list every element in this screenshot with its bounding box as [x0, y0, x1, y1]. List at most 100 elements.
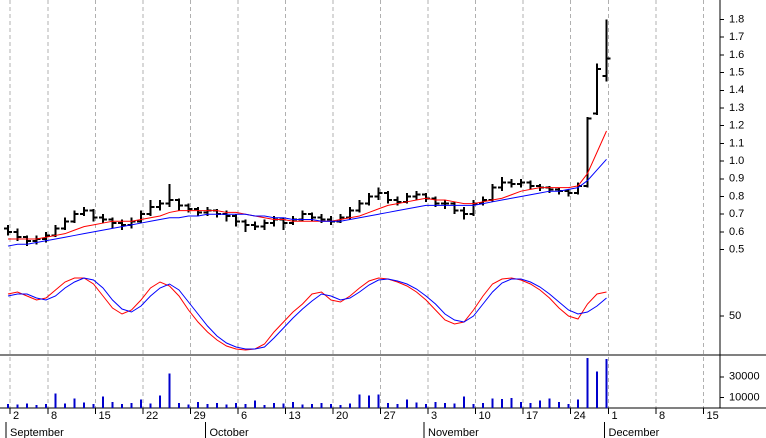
- month-label: November: [428, 427, 479, 438]
- x-tick-label: 20: [336, 410, 348, 422]
- volume-bar: [529, 402, 532, 408]
- volume-bar: [434, 401, 437, 408]
- volume-bar: [444, 402, 446, 408]
- volume-bar: [301, 404, 304, 408]
- volume-bar: [377, 394, 380, 408]
- volume-bar: [339, 404, 342, 408]
- volume-bar: [197, 401, 199, 408]
- volume-bar: [491, 398, 494, 408]
- x-tick-label: 24: [574, 410, 586, 422]
- volume-bar: [7, 403, 9, 408]
- volume-bar: [26, 403, 28, 408]
- volume-bar: [406, 399, 408, 408]
- volume-bar: [178, 402, 180, 408]
- x-tick-label: 6: [241, 410, 247, 422]
- y-tick-label: 0.5: [729, 244, 744, 256]
- x-tick-label: 3: [431, 410, 437, 422]
- volume-bar: [73, 398, 76, 408]
- volume-bar: [254, 400, 256, 408]
- y-tick-label: 0.7: [729, 208, 744, 220]
- volume-bar: [368, 395, 370, 408]
- volume-bar: [140, 399, 142, 408]
- volume-bar: [282, 403, 285, 408]
- volume-bar: [425, 403, 427, 408]
- volume-bar: [235, 402, 237, 408]
- y-tick-label: 1.0: [729, 155, 744, 167]
- volume-bar: [311, 403, 313, 408]
- line-series: [8, 130, 607, 240]
- y-tick-label: 1.5: [729, 66, 744, 78]
- volume-bar: [16, 404, 19, 408]
- volume-bar: [501, 399, 503, 408]
- volume-bar: [482, 402, 484, 408]
- volume-bar: [415, 402, 418, 408]
- volume-bar: [187, 404, 190, 408]
- x-tick-label: 15: [99, 410, 111, 422]
- x-tick-label: 27: [384, 410, 396, 422]
- volume-bar: [453, 403, 456, 408]
- month-label: September: [10, 427, 64, 438]
- volume-bar: [292, 401, 294, 408]
- volume-bar: [320, 402, 323, 408]
- month-label: December: [609, 427, 660, 438]
- volume-bar: [596, 371, 598, 408]
- volume-bar: [206, 403, 209, 408]
- y-tick-label: 0.9: [729, 173, 744, 185]
- volume-bar: [64, 403, 66, 408]
- y-tick-label: 50: [729, 310, 741, 322]
- y-tick-label: 1.8: [729, 13, 744, 25]
- x-tick-label: 10: [479, 410, 491, 422]
- volume-bar: [159, 395, 161, 408]
- y-tick-label: 1.7: [729, 31, 744, 43]
- volume-bar: [225, 404, 228, 408]
- volume-bar: [54, 393, 57, 408]
- volume-bar: [92, 403, 95, 408]
- x-tick-label: 8: [51, 410, 57, 422]
- month-label: October: [210, 427, 249, 438]
- x-tick-label: 13: [289, 410, 301, 422]
- x-tick-label: 17: [526, 410, 538, 422]
- x-tick-label: 22: [146, 410, 158, 422]
- volume-bar: [463, 396, 465, 408]
- x-tick-label: 8: [659, 410, 665, 422]
- line-series: [7, 277, 607, 351]
- line-series: [7, 277, 607, 350]
- volume-bar: [548, 398, 551, 408]
- volume-bar: [567, 403, 570, 408]
- y-tick-label: 0.8: [729, 190, 744, 202]
- x-tick-label: 15: [707, 410, 719, 422]
- volume-bar: [263, 404, 266, 408]
- volume-bar: [558, 401, 560, 408]
- volume-bar: [396, 403, 399, 408]
- y-tick-label: 1.2: [729, 120, 744, 132]
- volume-bar: [273, 402, 275, 408]
- volume-bar: [577, 399, 579, 408]
- volume-bar: [539, 400, 541, 408]
- volume-bar: [510, 398, 513, 408]
- volume-bar: [387, 402, 389, 408]
- volume-bar: [244, 403, 247, 408]
- x-tick-label: 29: [194, 410, 206, 422]
- volume-bar: [45, 403, 47, 408]
- volume-bar: [102, 396, 104, 408]
- volume-bar: [472, 403, 475, 408]
- y-tick-label: 1.6: [729, 49, 744, 61]
- volume-bar: [216, 402, 218, 408]
- x-tick-label: 2: [13, 410, 19, 422]
- volume-bar: [330, 403, 332, 408]
- volume-bar: [130, 402, 133, 408]
- y-tick-label: 30000: [729, 371, 760, 383]
- line-series: [7, 158, 607, 247]
- volume-bar: [358, 394, 361, 408]
- volume-bar: [586, 358, 589, 408]
- y-tick-label: 1.4: [729, 84, 744, 96]
- volume-bar: [149, 403, 152, 408]
- volume-bar: [605, 359, 608, 408]
- volume-bar: [121, 403, 123, 408]
- volume-bar: [35, 404, 38, 408]
- y-tick-label: 10000: [729, 392, 760, 404]
- x-tick-label: 1: [612, 410, 618, 422]
